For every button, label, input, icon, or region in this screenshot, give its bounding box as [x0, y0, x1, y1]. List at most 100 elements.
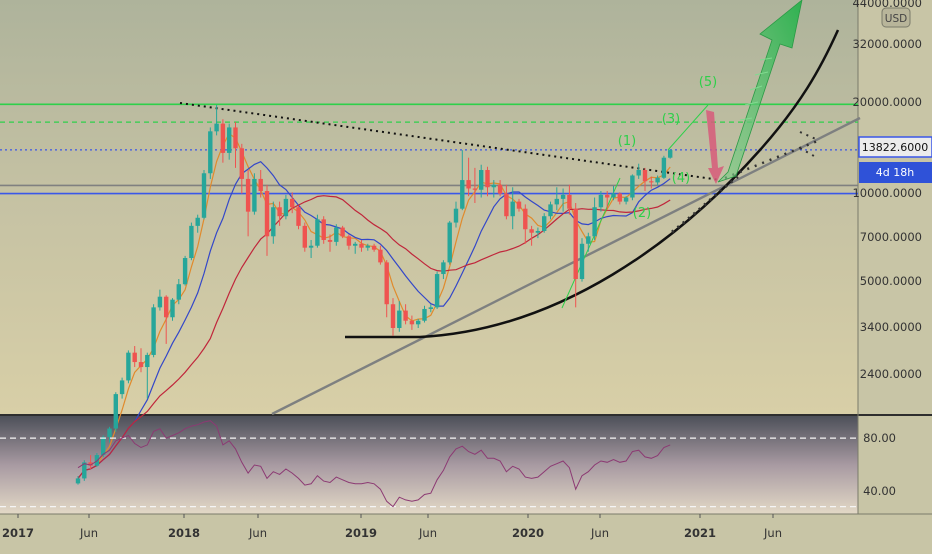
- candle: [189, 225, 194, 259]
- time-tick-label: Jun: [763, 526, 782, 540]
- candle: [655, 177, 660, 183]
- candle: [636, 169, 641, 176]
- ma-mid-line: [77, 160, 671, 479]
- candle: [334, 227, 339, 242]
- candle: [573, 208, 578, 280]
- time-axis-background: [0, 514, 932, 550]
- rsi-indicator: [0, 420, 858, 508]
- current-price-tag-box: [858, 136, 932, 158]
- wave-label-4: (4): [672, 171, 690, 186]
- candle: [409, 320, 415, 325]
- candle: [359, 243, 364, 248]
- candle: [258, 178, 263, 192]
- projected-dotted-path-2: [724, 138, 821, 180]
- time-tick-label: Jun: [248, 526, 267, 540]
- candle: [617, 193, 622, 202]
- time-tick-label: 2017: [2, 526, 34, 540]
- candle: [113, 394, 118, 429]
- green-rally-arrow-hatch: [739, 57, 773, 121]
- candle: [403, 310, 408, 321]
- price-axis[interactable]: 44000.0000 32000.0000 20000.0000 10000.0000…: [852, 0, 922, 498]
- candle: [182, 258, 188, 285]
- candle: [327, 239, 333, 242]
- candle: [466, 180, 471, 189]
- candle: [642, 169, 648, 182]
- projection-arrows: [706, 0, 803, 184]
- candle: [195, 217, 200, 226]
- price-tick-label: 44000.0000: [852, 0, 922, 10]
- candle: [340, 227, 345, 237]
- candle: [365, 245, 370, 248]
- candle: [290, 198, 295, 208]
- candle: [529, 229, 534, 233]
- time-tick-label: 2021: [684, 526, 716, 540]
- price-tick-label: 7000.0000: [860, 230, 922, 244]
- candle: [119, 380, 125, 395]
- candle: [170, 299, 175, 318]
- price-pane-background: [0, 0, 858, 414]
- rsi-line: [77, 420, 671, 508]
- current-price-tag[interactable]: 13822.6000: [858, 136, 932, 158]
- wave-label-3: (3): [662, 112, 680, 127]
- candle: [479, 169, 484, 190]
- candle: [630, 175, 635, 198]
- current-price-label: 13822.6000: [862, 141, 928, 154]
- candle: [542, 216, 547, 231]
- candle: [101, 437, 106, 456]
- candle: [75, 478, 81, 484]
- time-tick-label: Jun: [79, 526, 98, 540]
- green-impulse-line-1: [561, 177, 621, 309]
- green-impulse-line-2: [667, 104, 709, 151]
- candle: [145, 354, 150, 368]
- candle: [164, 296, 169, 318]
- wave-label-1: (1): [618, 134, 636, 149]
- candle: [214, 123, 219, 132]
- candle: [239, 148, 244, 179]
- candle: [384, 262, 389, 305]
- time-axis[interactable]: 2017 Jun 2018 Jun 2019 Jun 2020 Jun 2021 Jun: [2, 514, 782, 540]
- wave-label-2: (2): [633, 206, 651, 221]
- candle: [605, 194, 610, 198]
- candle: [586, 236, 591, 244]
- candle: [176, 284, 181, 300]
- candle: [227, 127, 232, 153]
- candle: [271, 207, 276, 237]
- countdown-tag[interactable]: 4d 18h: [859, 162, 932, 183]
- candle: [554, 198, 559, 205]
- candle: [201, 173, 207, 218]
- candlesticks: [75, 104, 673, 485]
- candle: [353, 243, 358, 246]
- candle: [138, 362, 144, 368]
- price-tick-label: 20000.0000: [852, 95, 922, 109]
- currency-badge[interactable]: USD: [881, 7, 911, 28]
- candle: [441, 262, 446, 275]
- price-tick-label: 5000.0000: [860, 274, 922, 288]
- candle: [422, 308, 427, 321]
- candle: [283, 198, 289, 217]
- candle: [510, 201, 515, 217]
- candle: [397, 310, 402, 328]
- candle: [535, 230, 541, 233]
- price-tick-label: 3400.0000: [860, 320, 922, 334]
- green-rally-arrow-icon: [717, 0, 803, 183]
- candle: [346, 236, 352, 246]
- price-tick-label: 32000.0000: [852, 37, 922, 51]
- candle: [220, 123, 226, 153]
- wave-label-5: (5): [699, 75, 717, 90]
- time-tick-label: Jun: [590, 526, 609, 540]
- candle: [157, 296, 163, 308]
- candle: [252, 178, 257, 212]
- time-tick-label: 2019: [345, 526, 377, 540]
- candle: [548, 204, 553, 217]
- candle: [491, 184, 496, 188]
- candle: [460, 180, 465, 209]
- candle: [453, 208, 459, 223]
- countdown-label: 4d 18h: [876, 166, 914, 179]
- candle: [378, 249, 383, 263]
- candle: [321, 219, 326, 240]
- candle: [516, 201, 522, 209]
- candle: [598, 194, 604, 208]
- trend-drawings: [179, 29, 861, 416]
